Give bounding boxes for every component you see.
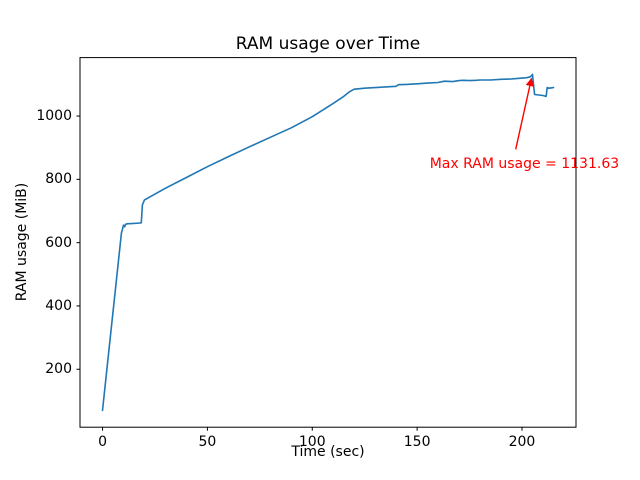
chart-title: RAM usage over Time (235, 34, 421, 54)
y-tick-label: 200 (45, 361, 72, 378)
annotation-arrow (515, 77, 534, 150)
x-tick-label: 100 (298, 434, 326, 451)
x-tick-label: 0 (98, 434, 107, 451)
x-tick-label: 200 (508, 434, 536, 451)
y-tick-label: 600 (45, 234, 72, 251)
x-tick-label: 50 (198, 434, 217, 451)
max-ram-annotation: Max RAM usage = 1131.63 (429, 155, 620, 172)
x-tick-label: 150 (403, 434, 431, 451)
y-tick-label: 1000 (36, 108, 72, 125)
ram-usage-line (101, 73, 555, 412)
y-tick-label: 800 (45, 171, 72, 188)
y-tick-label: 400 (45, 297, 72, 314)
y-axis-label: RAM usage (MiB) (14, 182, 30, 302)
x-axis-label: Time (sec) (291, 444, 365, 460)
axes-box (79, 57, 577, 428)
